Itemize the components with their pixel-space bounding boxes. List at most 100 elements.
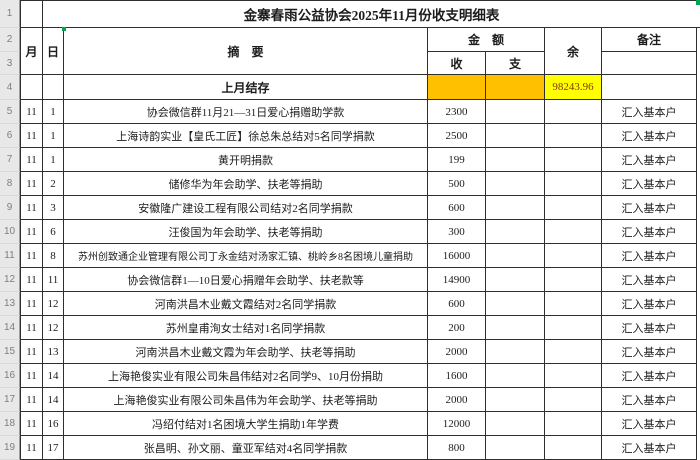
cell-day[interactable]: 14: [43, 388, 64, 412]
cell-balance[interactable]: [545, 388, 602, 412]
cell-expense[interactable]: [486, 364, 545, 388]
row-header[interactable]: 19: [0, 436, 20, 460]
cell-summary[interactable]: 安徽隆广建设工程有限公司结对2名同学捐款: [64, 196, 428, 220]
cell-note[interactable]: 汇入基本户: [602, 388, 697, 412]
cell-expense[interactable]: [486, 340, 545, 364]
cell-income[interactable]: 199: [428, 148, 486, 172]
cell-income[interactable]: 600: [428, 292, 486, 316]
opening-balance-label[interactable]: 上月结存: [64, 75, 428, 100]
cell-expense[interactable]: [486, 220, 545, 244]
row-header[interactable]: 11: [0, 244, 20, 268]
cell-expense[interactable]: [486, 412, 545, 436]
cell-summary[interactable]: 河南洪昌木业戴文霞结对2名同学捐款: [64, 292, 428, 316]
cell-note[interactable]: 汇入基本户: [602, 172, 697, 196]
cell-month[interactable]: 11: [20, 364, 43, 388]
row-header[interactable]: 14: [0, 316, 20, 340]
cell-month[interactable]: 11: [20, 316, 43, 340]
cell-note[interactable]: 汇入基本户: [602, 148, 697, 172]
opening-balance-cell[interactable]: 98243.96: [545, 75, 602, 100]
cell-expense[interactable]: [486, 436, 545, 460]
row-header[interactable]: 5: [0, 100, 20, 124]
cell-balance[interactable]: [545, 148, 602, 172]
cell-note[interactable]: 汇入基本户: [602, 100, 697, 124]
cell-day[interactable]: 14: [43, 364, 64, 388]
cell-expense[interactable]: [486, 316, 545, 340]
cell-note[interactable]: 汇入基本户: [602, 196, 697, 220]
row-header[interactable]: 8: [0, 172, 20, 196]
row-header[interactable]: 3: [0, 52, 20, 75]
cell-day[interactable]: 13: [43, 340, 64, 364]
cell-income[interactable]: 300: [428, 220, 486, 244]
cell-day[interactable]: 12: [43, 316, 64, 340]
cell-income[interactable]: 600: [428, 196, 486, 220]
cell-income[interactable]: 2000: [428, 340, 486, 364]
cell-summary[interactable]: 黄开明捐款: [64, 148, 428, 172]
row-header[interactable]: 9: [0, 196, 20, 220]
cell-day[interactable]: 1: [43, 100, 64, 124]
row-header[interactable]: 16: [0, 364, 20, 388]
cell-month[interactable]: 11: [20, 148, 43, 172]
column-header-balance[interactable]: 余: [545, 28, 602, 75]
cell-income[interactable]: 12000: [428, 412, 486, 436]
cell-expense[interactable]: [486, 292, 545, 316]
cell-day[interactable]: 12: [43, 292, 64, 316]
cell-balance[interactable]: [545, 292, 602, 316]
cell-summary[interactable]: 河南洪昌木业戴文霞为年会助学、扶老等捐助: [64, 340, 428, 364]
cell-month[interactable]: 11: [20, 292, 43, 316]
cell-summary[interactable]: 上海艳俊实业有限公司朱昌伟结对2名同学9、10月份捐助: [64, 364, 428, 388]
cell-income[interactable]: 2300: [428, 100, 486, 124]
cell-expense[interactable]: [486, 124, 545, 148]
row-header[interactable]: 17: [0, 388, 20, 412]
column-header-month[interactable]: 月: [20, 28, 43, 75]
row-header[interactable]: 10: [0, 220, 20, 244]
cell-income[interactable]: 800: [428, 436, 486, 460]
cell-day[interactable]: 16: [43, 412, 64, 436]
row-header[interactable]: 7: [0, 148, 20, 172]
cell-summary[interactable]: 苏州创致通企业管理有限公司丁永金结对汤家汇镇、桃岭乡8名困境儿童捐助: [64, 244, 428, 268]
cell-summary[interactable]: 上海艳俊实业有限公司朱昌伟为年会助学、扶老等捐助: [64, 388, 428, 412]
cell-expense[interactable]: [486, 388, 545, 412]
column-header-note[interactable]: 备注: [602, 28, 697, 52]
cell-balance[interactable]: [545, 436, 602, 460]
cell-month[interactable]: 11: [20, 196, 43, 220]
cell-month[interactable]: 11: [20, 124, 43, 148]
cell-summary[interactable]: 张昌明、孙文丽、童亚军结对4名同学捐款: [64, 436, 428, 460]
row-header[interactable]: 12: [0, 268, 20, 292]
row-header[interactable]: 2: [0, 28, 20, 52]
cell-day[interactable]: 1: [43, 124, 64, 148]
cell-month[interactable]: 11: [20, 412, 43, 436]
opening-note-cell[interactable]: [602, 75, 697, 100]
cell-note[interactable]: 汇入基本户: [602, 124, 697, 148]
cell-note[interactable]: 汇入基本户: [602, 244, 697, 268]
opening-expense-cell[interactable]: [486, 75, 545, 100]
cell-month[interactable]: 11: [20, 172, 43, 196]
row-header[interactable]: 6: [0, 124, 20, 148]
cell-month[interactable]: 11: [20, 268, 43, 292]
cell-income[interactable]: 2000: [428, 388, 486, 412]
cell-note[interactable]: 汇入基本户: [602, 436, 697, 460]
opening-income-cell[interactable]: [428, 75, 486, 100]
column-header-income[interactable]: 收: [428, 52, 486, 75]
row-header[interactable]: 15: [0, 340, 20, 364]
cell-month[interactable]: 11: [20, 388, 43, 412]
cell-note[interactable]: 汇入基本户: [602, 364, 697, 388]
cell-note[interactable]: 汇入基本户: [602, 268, 697, 292]
cell-income[interactable]: 200: [428, 316, 486, 340]
cell-summary[interactable]: 协会微信群11月21—31日爱心捐赠助学款: [64, 100, 428, 124]
cell-expense[interactable]: [486, 100, 545, 124]
cell-day[interactable]: 11: [43, 268, 64, 292]
cell-income[interactable]: 16000: [428, 244, 486, 268]
cell-income[interactable]: 2500: [428, 124, 486, 148]
cell-note-subheader[interactable]: [602, 52, 697, 75]
cell-note[interactable]: 汇入基本户: [602, 220, 697, 244]
cell-summary[interactable]: 上海诗韵实业【皇氏工匠】徐总朱总结对5名同学捐款: [64, 124, 428, 148]
cell-note[interactable]: 汇入基本户: [602, 316, 697, 340]
cell-month[interactable]: 11: [20, 220, 43, 244]
title-cell[interactable]: 金寨春雨公益协会2025年11月份收支明细表: [43, 0, 700, 28]
cell-balance[interactable]: [545, 316, 602, 340]
cell-month[interactable]: 11: [20, 244, 43, 268]
cell-note[interactable]: 汇入基本户: [602, 412, 697, 436]
cell-month[interactable]: 11: [20, 436, 43, 460]
cell-balance[interactable]: [545, 364, 602, 388]
cell-day[interactable]: 3: [43, 196, 64, 220]
